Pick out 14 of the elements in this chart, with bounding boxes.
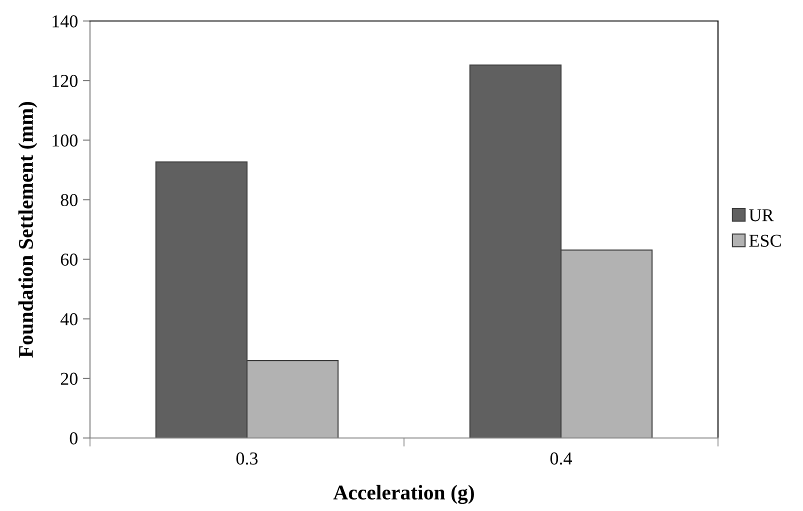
- x-tick-label: 0.3: [236, 452, 258, 465]
- y-axis-title: Foundation Settlement (mm): [18, 102, 38, 358]
- y-tick-label: 0: [70, 432, 78, 444]
- y-tick-label: 80: [60, 194, 78, 206]
- y-tick-label: 100: [52, 134, 78, 147]
- x-axis-title: Acceleration (g): [333, 484, 474, 504]
- y-tick-label: 40: [60, 313, 78, 326]
- y-tick-label: 140: [52, 15, 78, 28]
- y-tick-label: 120: [52, 74, 78, 88]
- legend-label: ESC: [749, 234, 781, 247]
- legend-label: UR: [749, 209, 774, 222]
- y-tick-label: 60: [60, 254, 78, 266]
- y-tick-label: 20: [60, 372, 78, 385]
- x-tick-label: 0.4: [550, 452, 572, 465]
